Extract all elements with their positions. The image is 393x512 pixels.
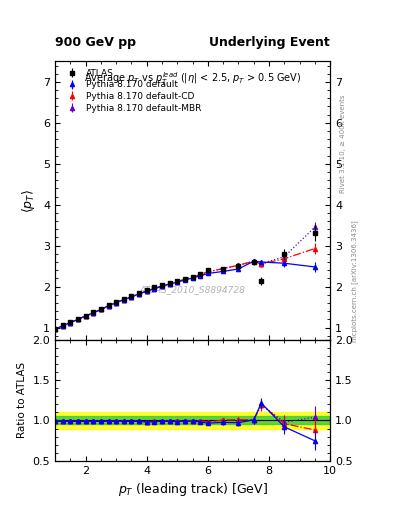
Text: ATLAS_2010_S8894728: ATLAS_2010_S8894728 <box>140 285 246 294</box>
Text: Underlying Event: Underlying Event <box>209 36 330 49</box>
X-axis label: $p_T$ (leading track) [GeV]: $p_T$ (leading track) [GeV] <box>118 481 268 498</box>
Text: mcplots.cern.ch [arXiv:1306.3436]: mcplots.cern.ch [arXiv:1306.3436] <box>352 221 358 343</box>
Text: 900 GeV pp: 900 GeV pp <box>55 36 136 49</box>
Y-axis label: $\langle p_T \rangle$: $\langle p_T \rangle$ <box>20 188 37 213</box>
Text: Rivet 3.1.10, ≥ 400k events: Rivet 3.1.10, ≥ 400k events <box>340 94 346 193</box>
Legend: ATLAS, Pythia 8.170 default, Pythia 8.170 default-CD, Pythia 8.170 default-MBR: ATLAS, Pythia 8.170 default, Pythia 8.17… <box>59 66 204 116</box>
Bar <box>55 416 330 424</box>
Text: Average $p_T$ vs $p_T^{lead}$ (|$\eta$| < 2.5, $p_T$ > 0.5 GeV): Average $p_T$ vs $p_T^{lead}$ (|$\eta$| … <box>84 70 301 87</box>
Y-axis label: Ratio to ATLAS: Ratio to ATLAS <box>17 362 27 438</box>
Bar <box>55 412 330 429</box>
